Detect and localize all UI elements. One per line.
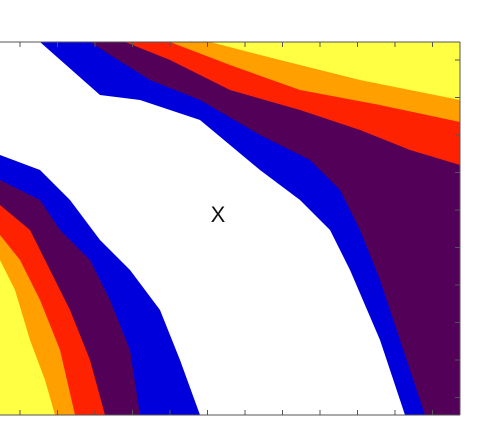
contour-band	[0, 260, 55, 415]
contour-band	[90, 42, 460, 415]
annotation: X	[211, 202, 226, 227]
contour-bands	[0, 42, 460, 415]
frame	[0, 41, 461, 416]
contour-band	[210, 42, 460, 100]
ticks	[19, 42, 460, 415]
